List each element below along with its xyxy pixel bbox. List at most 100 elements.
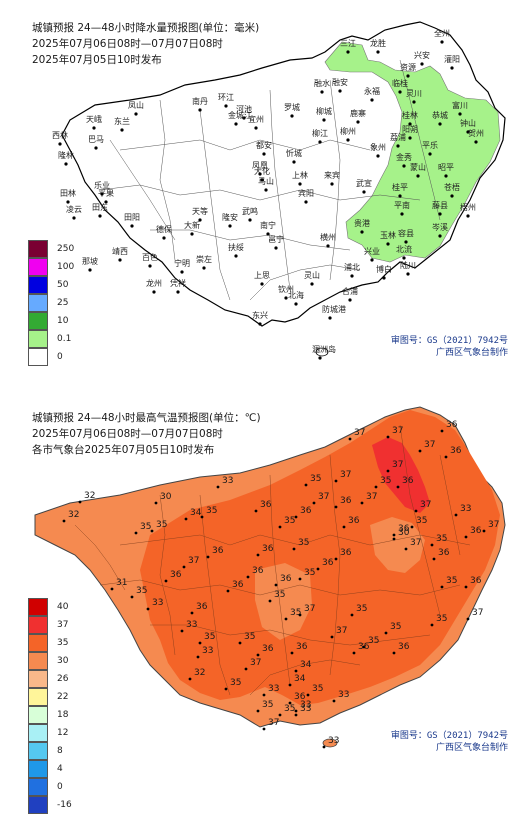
precip-city-dot [370,258,374,262]
precip-city-dot [416,174,420,178]
precip-city-dot [420,62,424,66]
temp-island-weizhou [322,738,338,748]
temp-station-value: 33 [152,598,163,608]
temp-station-dot [180,629,184,633]
precip-city-dot [360,230,364,234]
precip-city-dot [254,126,258,130]
temp-station-dot [404,547,408,551]
temp-station-value: 35 [204,632,215,642]
precip-city-dot [326,244,330,248]
precip-city-label: 武鸣 [242,206,258,216]
precip-city-dot [406,272,410,276]
precip-city-label: 扶绥 [228,242,244,252]
temp-station-dot [396,485,400,489]
precip-city-dot [292,160,296,164]
precip-city-label: 钟山 [460,118,476,128]
precip-city-label: 隆安 [222,212,238,222]
temp-station-dot [284,617,288,621]
temp-station-dot [134,531,138,535]
precip-city-dot [328,316,332,320]
temp-station-dot [256,553,260,557]
temp-station-dot [414,509,418,513]
precip-city-dot [386,242,390,246]
temp-station-dot [362,645,366,649]
precip-city-label: 防城港 [322,304,346,314]
precip-city-dot [438,234,442,238]
temp-station-dot [440,585,444,589]
precip-city-label: 北流 [396,244,412,254]
temp-area-30-south [255,563,312,640]
precip-city-dot [438,122,442,126]
precip-city-dot [224,104,228,108]
temp-station-dot [292,547,296,551]
precip-city-label: 南宁 [260,220,276,230]
precip-city-label: 马山 [258,176,274,186]
temp-station-value: 36 [262,544,274,554]
temp-area-30-center [370,517,425,573]
temp-station-value: 35 [284,704,295,714]
precip-city-dot [382,276,386,280]
temp-footer-review-number: 审图号：GS（2021）7942号 [390,731,508,741]
temp-station-dot [198,641,202,645]
temp-station-dot [294,515,298,519]
temp-station-dot [444,455,448,459]
temp-station-dot [278,525,282,529]
temp-station-value: 35 [304,568,315,578]
precip-city-label: 贵港 [354,218,370,228]
temp-station-value: 34 [190,508,202,518]
temp-station-value: 36 [402,476,414,486]
precip-city-dot [162,236,166,240]
temp-station-dot [332,699,336,703]
temp-legend-swatch [28,598,48,616]
temp-station-value: 37 [340,470,351,480]
temp-station-value: 37 [250,658,261,668]
temp-station-value: 35 [140,522,151,532]
precip-city-dot [402,256,406,260]
temp-station-value: 37 [318,492,329,502]
temp-station-value: 33 [300,700,311,710]
temp-station-value: 36 [212,546,224,556]
precip-city-label: 全州 [434,28,450,38]
precip-city-label: 岑溪 [432,222,448,232]
precip-city-dot [148,264,152,268]
precip-city-dot [304,200,308,204]
temp-station-value: 37 [420,500,431,510]
precip-panel: 三江 龙胜 全州 兴安 灌阳 融安 融水 资源 临桂 永福 灵川 桂林 阳朔 恭城 荔浦 平乐 钟山 富川 贺州 昭平… [0,0,532,395]
precip-city-dot [264,188,268,192]
precip-legend-label: 100 [57,262,75,272]
precip-city-dot [356,120,360,124]
temp-legend-swatch [28,706,48,724]
temp-station-dot [254,509,258,513]
temp-legend-label: 8 [57,746,63,756]
temp-station-dot [200,515,204,519]
temp-station-dot [294,709,298,713]
temp-station-dot [384,631,388,635]
temp-station-dot [188,677,192,681]
temp-legend-swatch [28,616,48,634]
precip-city-dot [438,212,442,216]
temp-station-value: 36 [340,548,352,558]
precip-city-label: 藤县 [432,200,448,210]
temp-station-dot [322,745,326,749]
precip-city-dot [346,50,350,54]
precip-city-dot [234,122,238,126]
temp-station-value: 36 [358,642,370,652]
precip-city-dot [322,118,326,122]
precip-city-dot [248,218,252,222]
temp-station-value: 36 [446,420,458,430]
temp-station-dot [190,611,194,615]
precip-city-label: 西林 [52,130,68,140]
precip-city-label: 阳朔 [402,124,418,134]
precip-city-dot [92,126,96,130]
temp-legend-swatch [28,796,48,814]
temp-station-value: 36 [450,446,462,456]
precip-city-label: 平果 [98,189,114,198]
precip-city-dot [350,274,354,278]
precip-city-dot [294,302,298,306]
temp-station-value: 37 [354,428,365,438]
temp-station-dot [226,589,230,593]
precip-city-label: 灵山 [304,270,320,280]
precip-city-dot [370,98,374,102]
precip-city-label: 环江 [218,93,234,102]
precip-legend-swatch [28,258,48,276]
